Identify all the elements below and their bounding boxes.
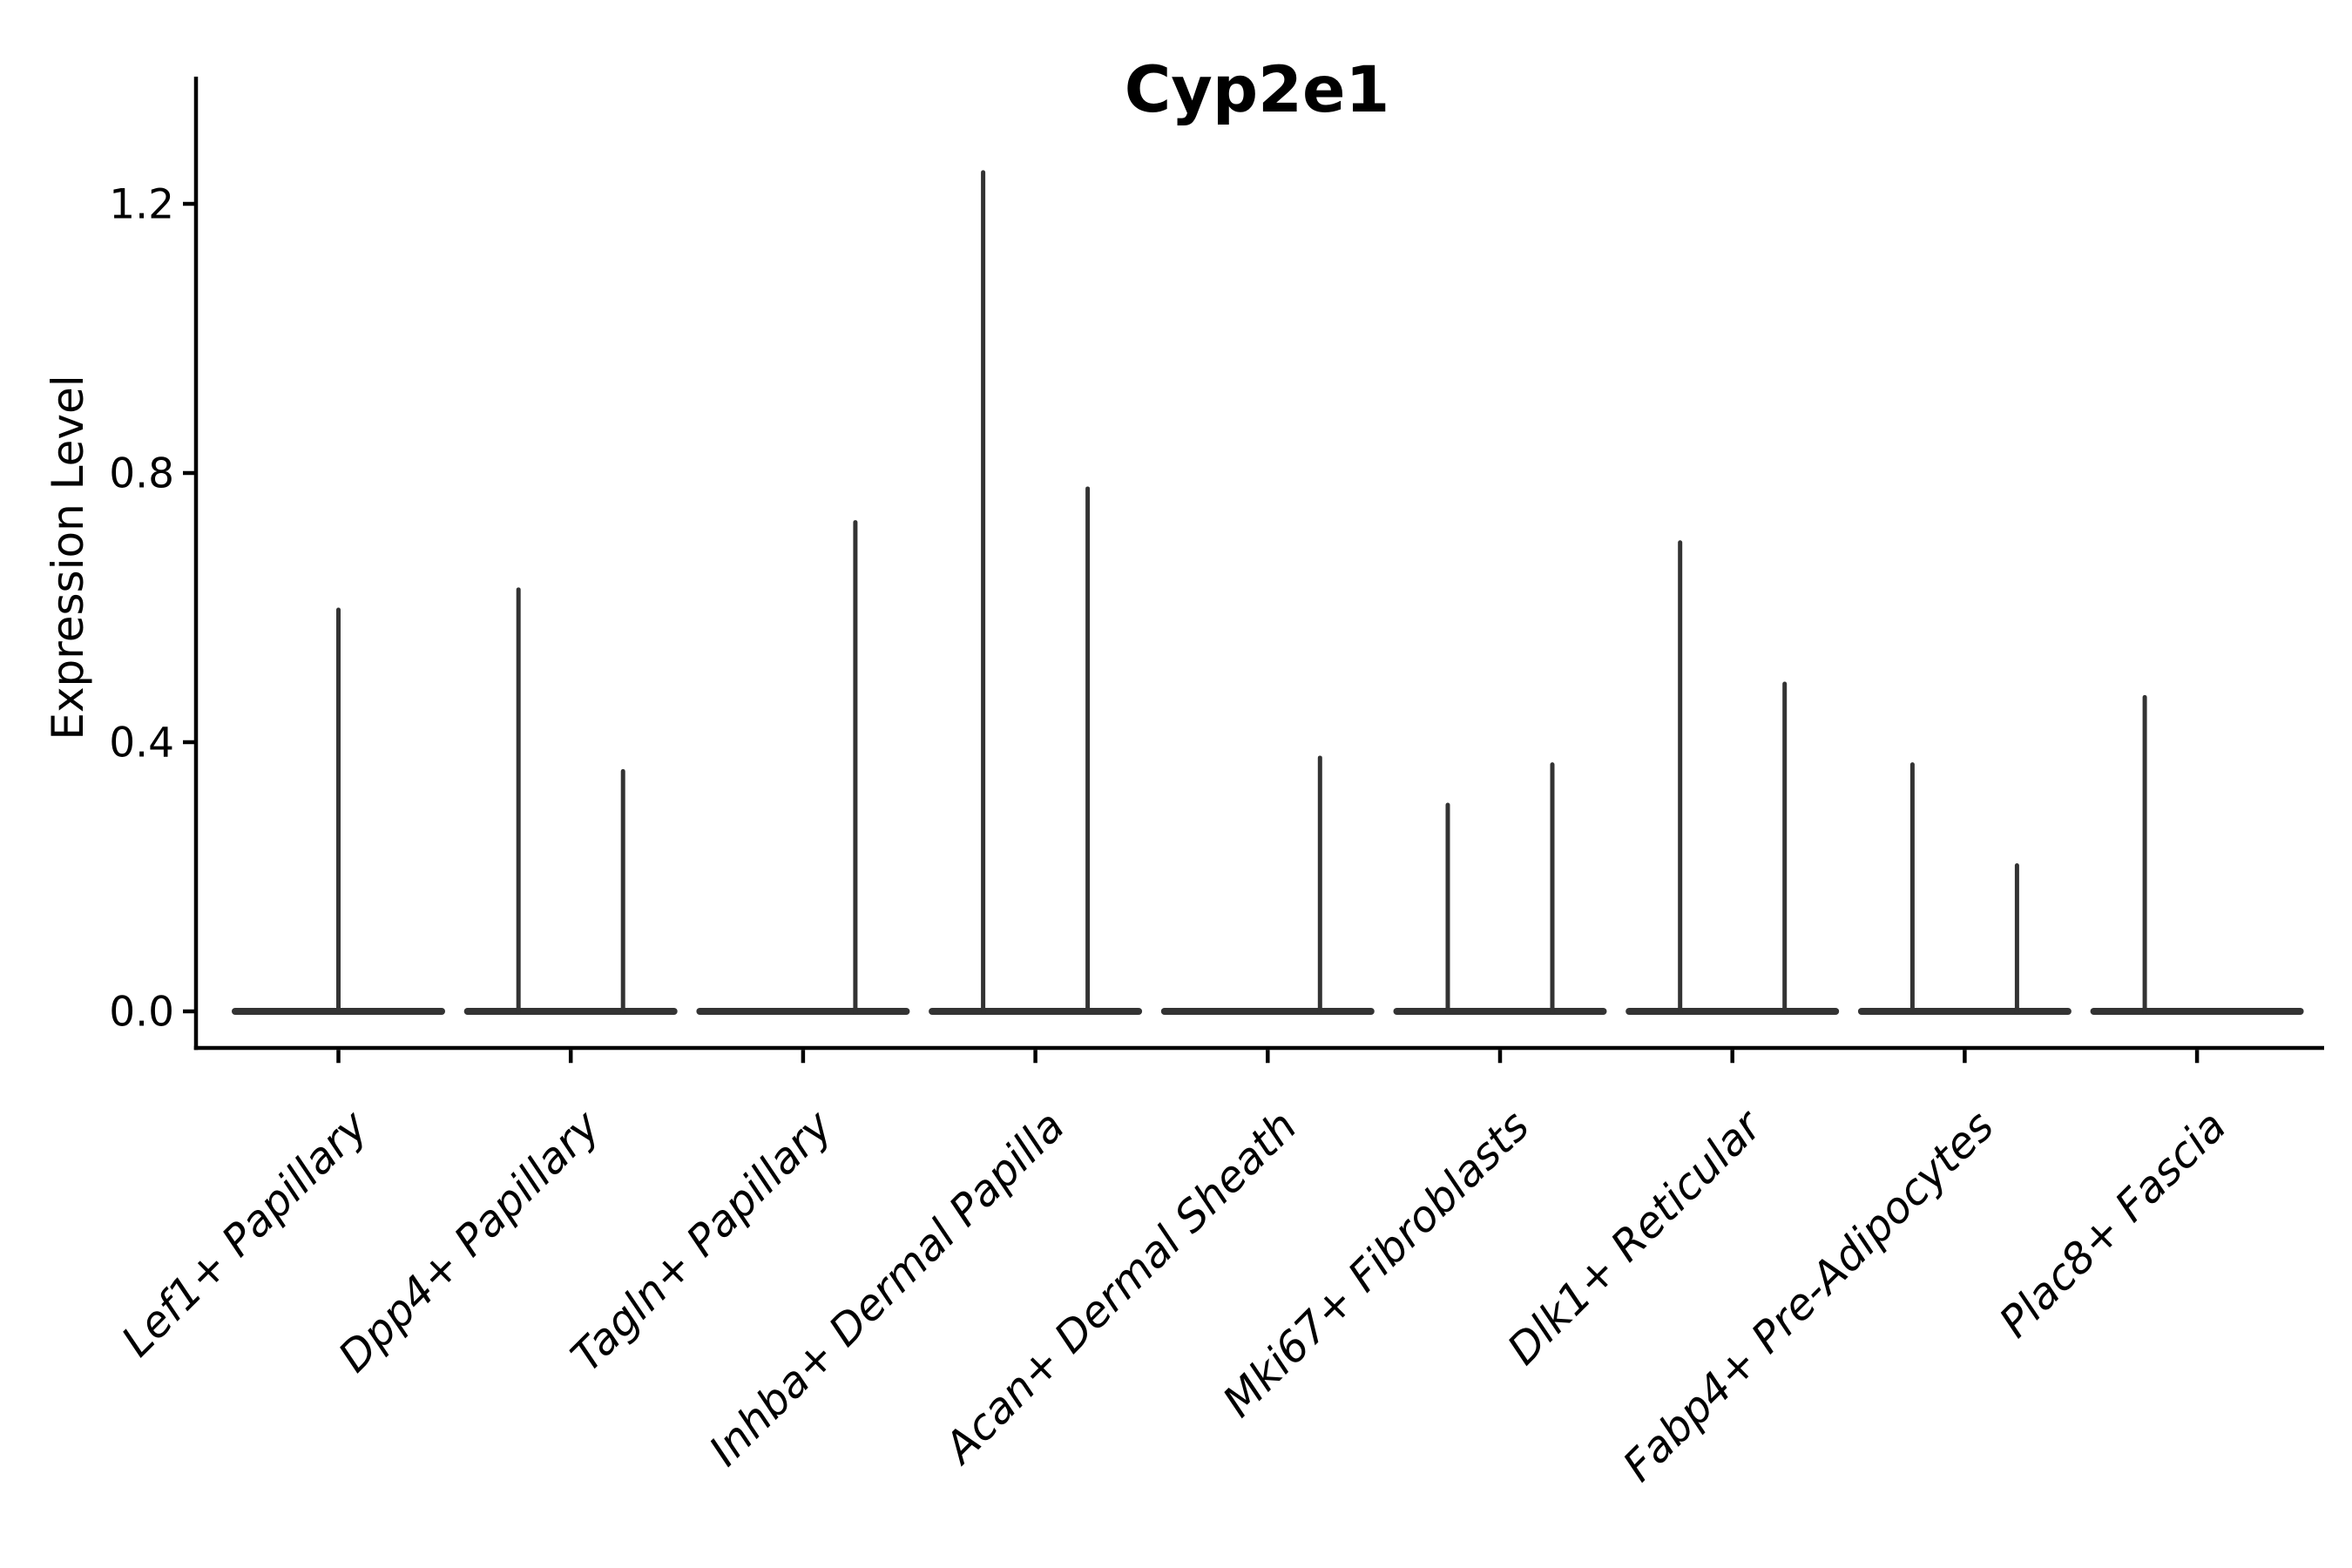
x-tick-label: Plac8+ Fascia bbox=[1990, 1101, 2235, 1347]
violin-group bbox=[1857, 762, 2072, 1015]
violin-spike bbox=[2142, 694, 2147, 1015]
x-tick-label: Lef1+ Papillary bbox=[112, 1100, 378, 1366]
x-tick-label: Dlk1+ Reticular bbox=[1498, 1099, 1773, 1374]
violin-baseline bbox=[696, 1008, 910, 1015]
violin-spike bbox=[981, 170, 986, 1015]
y-axis-label: Expression Level bbox=[43, 375, 93, 740]
y-tick-label: 1.2 bbox=[109, 181, 174, 229]
violin-group bbox=[929, 170, 1143, 1015]
violin-group bbox=[2090, 694, 2304, 1015]
violin-spike bbox=[336, 607, 341, 1015]
violin-baseline bbox=[1625, 1008, 1840, 1015]
chart-title: Cyp2e1 bbox=[1125, 53, 1390, 127]
violin-group bbox=[1393, 762, 1607, 1015]
violin-spike bbox=[1445, 802, 1450, 1015]
violin-baseline bbox=[1857, 1008, 2072, 1015]
violin-group bbox=[696, 520, 910, 1015]
violin-spike bbox=[853, 520, 858, 1015]
violin-spike bbox=[620, 768, 625, 1015]
x-tick-label: Fabp4+ Pre-Adipocytes bbox=[1613, 1101, 2004, 1491]
violin-spike bbox=[1678, 540, 1683, 1015]
violin-group bbox=[1625, 540, 1840, 1015]
y-tick-label: 0.4 bbox=[109, 720, 174, 767]
violin-group bbox=[1160, 755, 1375, 1015]
axes-layer bbox=[183, 77, 2324, 1064]
violin-spike bbox=[1782, 681, 1788, 1015]
violin-spike bbox=[1085, 486, 1091, 1015]
violin-spike bbox=[2014, 863, 2019, 1015]
y-tick-label: 0.8 bbox=[109, 450, 174, 498]
violin-spike bbox=[1550, 762, 1555, 1015]
violin-spike bbox=[1317, 755, 1322, 1015]
violin-baseline bbox=[929, 1008, 1143, 1015]
violin-baseline bbox=[463, 1008, 678, 1015]
y-tick-label: 0.0 bbox=[109, 989, 174, 1037]
violin-baseline bbox=[1160, 1008, 1375, 1015]
violins-layer bbox=[232, 170, 2304, 1015]
violin-group bbox=[232, 607, 445, 1015]
violin-baseline bbox=[1393, 1008, 1607, 1015]
violin-group bbox=[463, 587, 678, 1015]
violin-spike bbox=[516, 587, 521, 1015]
violin-spike bbox=[1909, 762, 1915, 1015]
violin-baseline bbox=[2090, 1008, 2304, 1015]
